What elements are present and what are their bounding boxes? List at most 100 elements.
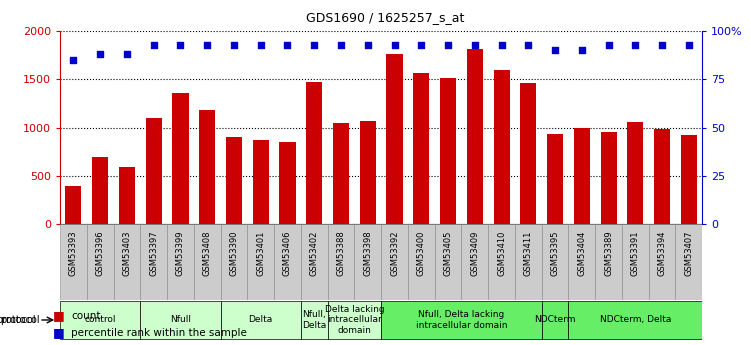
Point — [469, 42, 481, 47]
Text: GSM53407: GSM53407 — [684, 230, 693, 276]
Text: GSM53408: GSM53408 — [203, 230, 212, 276]
Text: GSM53392: GSM53392 — [390, 230, 399, 276]
Point — [629, 42, 641, 47]
Bar — [435, 224, 461, 300]
Text: GSM53388: GSM53388 — [336, 230, 345, 276]
Point — [683, 42, 695, 47]
Bar — [408, 224, 435, 300]
Point — [308, 42, 320, 47]
Bar — [221, 224, 247, 300]
Bar — [119, 167, 135, 224]
Bar — [440, 78, 456, 224]
Text: GSM53398: GSM53398 — [363, 230, 372, 276]
Point — [388, 42, 400, 47]
Text: GSM53405: GSM53405 — [444, 230, 453, 276]
Bar — [681, 135, 697, 224]
Bar — [493, 70, 509, 224]
Bar — [274, 224, 301, 300]
Text: NDCterm, Delta: NDCterm, Delta — [599, 315, 671, 325]
Point — [496, 42, 508, 47]
Bar — [387, 54, 403, 224]
Text: percentile rank within the sample: percentile rank within the sample — [71, 328, 247, 338]
Bar — [515, 224, 541, 300]
Bar — [226, 137, 242, 224]
Bar — [354, 224, 381, 300]
Text: Delta lacking
intracellular
domain: Delta lacking intracellular domain — [324, 305, 385, 335]
Text: GSM53390: GSM53390 — [230, 230, 239, 276]
Bar — [382, 301, 541, 339]
Text: GSM53410: GSM53410 — [497, 230, 506, 276]
Bar — [173, 93, 189, 224]
Bar — [279, 142, 296, 224]
Text: Nfull: Nfull — [170, 315, 191, 325]
Text: GDS1690 / 1625257_s_at: GDS1690 / 1625257_s_at — [306, 11, 464, 24]
Text: GSM53394: GSM53394 — [658, 230, 667, 276]
Bar — [569, 224, 596, 300]
Point — [174, 42, 186, 47]
Text: GSM53399: GSM53399 — [176, 230, 185, 276]
Bar — [541, 224, 569, 300]
Point — [255, 42, 267, 47]
Bar — [333, 123, 349, 224]
Bar — [654, 129, 670, 224]
Point — [282, 42, 294, 47]
Text: GSM53406: GSM53406 — [283, 230, 292, 276]
Bar — [627, 122, 644, 224]
Bar — [221, 301, 301, 339]
Text: control: control — [84, 315, 116, 325]
Bar — [622, 224, 649, 300]
Point — [549, 48, 561, 53]
Point — [576, 48, 588, 53]
Bar — [140, 301, 221, 339]
Text: Delta: Delta — [249, 315, 273, 325]
Text: GSM53409: GSM53409 — [470, 230, 479, 276]
Bar — [113, 224, 140, 300]
Bar — [65, 186, 81, 224]
Text: GSM53401: GSM53401 — [256, 230, 265, 276]
Bar — [601, 131, 617, 224]
Point — [656, 42, 668, 47]
Bar — [60, 224, 87, 300]
Text: protocol: protocol — [0, 315, 40, 325]
Point — [335, 42, 347, 47]
Point — [94, 51, 106, 57]
Bar — [382, 224, 408, 300]
Bar — [301, 224, 327, 300]
Bar — [247, 224, 274, 300]
Bar — [252, 140, 269, 224]
Text: GSM53400: GSM53400 — [417, 230, 426, 276]
Bar — [194, 224, 221, 300]
Text: GSM53397: GSM53397 — [149, 230, 158, 276]
Bar — [596, 224, 622, 300]
Bar — [360, 121, 376, 224]
Text: ■: ■ — [53, 326, 65, 339]
Text: GSM53402: GSM53402 — [309, 230, 318, 276]
Bar — [488, 224, 515, 300]
Text: protocol: protocol — [0, 315, 36, 325]
Bar — [140, 224, 167, 300]
Bar — [306, 82, 322, 224]
Bar — [92, 157, 108, 224]
Bar — [467, 49, 483, 224]
Text: Nfull,
Delta: Nfull, Delta — [302, 310, 327, 330]
Point — [415, 42, 427, 47]
Text: GSM53391: GSM53391 — [631, 230, 640, 276]
Text: GSM53393: GSM53393 — [69, 230, 78, 276]
Bar — [520, 83, 536, 224]
Bar — [199, 110, 216, 224]
Text: GSM53389: GSM53389 — [604, 230, 613, 276]
Point — [228, 42, 240, 47]
Point — [68, 57, 80, 63]
Text: ■: ■ — [53, 309, 65, 322]
Bar — [461, 224, 488, 300]
Text: GSM53404: GSM53404 — [578, 230, 587, 276]
Bar — [167, 224, 194, 300]
Bar — [574, 128, 590, 224]
Text: GSM53396: GSM53396 — [95, 230, 104, 276]
Bar — [146, 118, 161, 224]
Bar — [649, 224, 675, 300]
Point — [602, 42, 614, 47]
Bar — [327, 224, 354, 300]
Bar — [569, 301, 702, 339]
Text: GSM53403: GSM53403 — [122, 230, 131, 276]
